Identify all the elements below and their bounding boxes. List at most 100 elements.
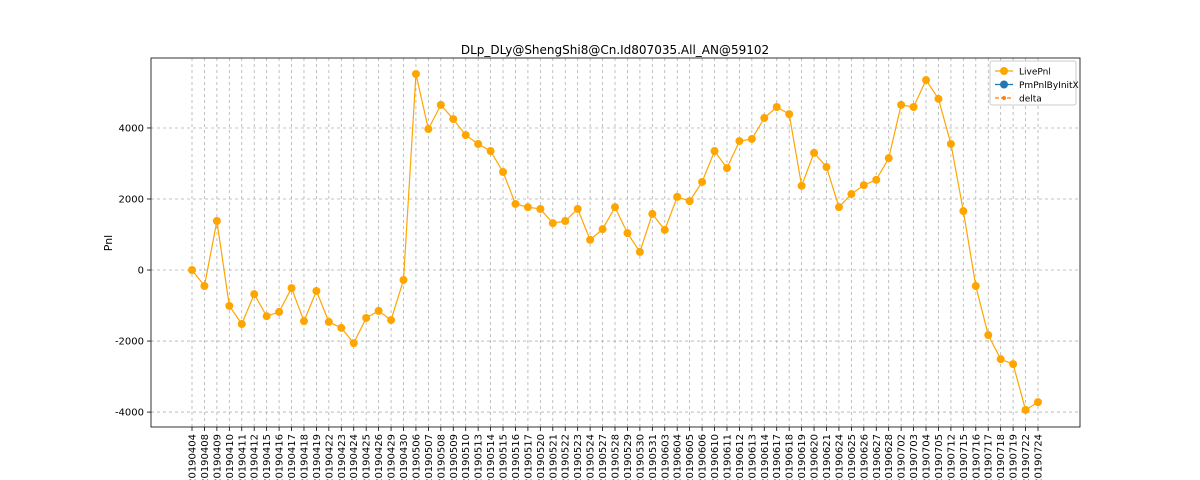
x-tick-label: 20190606 bbox=[698, 434, 709, 480]
x-tick-label: 20190507 bbox=[424, 434, 435, 480]
point bbox=[299, 317, 308, 326]
x-tick-label: 20190417 bbox=[287, 434, 298, 480]
x-tick-label: 20190419 bbox=[312, 434, 323, 480]
x-tick-label: 20190411 bbox=[237, 434, 248, 480]
point bbox=[710, 147, 719, 156]
point bbox=[971, 282, 980, 291]
point bbox=[673, 192, 682, 201]
x-tick-label: 20190418 bbox=[299, 434, 310, 480]
x-tick-label: 20190702 bbox=[897, 434, 908, 480]
point bbox=[523, 203, 532, 212]
x-tick-label: 20190508 bbox=[436, 434, 447, 480]
point bbox=[810, 148, 819, 157]
point bbox=[934, 94, 943, 103]
x-tick-label: 20190424 bbox=[349, 434, 360, 480]
point bbox=[785, 110, 794, 119]
series bbox=[188, 69, 1042, 414]
legend-label: LivePnl bbox=[1019, 68, 1051, 78]
legend-label: delta bbox=[1019, 95, 1042, 105]
point bbox=[635, 247, 644, 256]
point bbox=[772, 103, 781, 112]
point bbox=[374, 306, 383, 315]
x-tick-label: 20190717 bbox=[984, 434, 995, 480]
point bbox=[822, 163, 831, 172]
point bbox=[287, 284, 296, 293]
x-tick-label: 20190416 bbox=[275, 434, 286, 480]
x-tick-label: 20190619 bbox=[797, 434, 808, 480]
legend-marker bbox=[1000, 80, 1008, 89]
x-tick-label: 20190515 bbox=[499, 434, 510, 480]
point bbox=[797, 181, 806, 190]
point bbox=[324, 317, 333, 326]
y-tick-label: 0 bbox=[138, 266, 144, 277]
point bbox=[660, 225, 669, 234]
point bbox=[1021, 405, 1030, 414]
point bbox=[486, 147, 495, 156]
point bbox=[511, 199, 520, 208]
x-tick-label: 20190605 bbox=[685, 434, 696, 480]
x-tick-label: 20190422 bbox=[324, 434, 335, 480]
x-tick-label: 20190626 bbox=[859, 434, 870, 480]
x-tick-label: 20190715 bbox=[959, 434, 970, 480]
x-tick-label: 20190719 bbox=[1009, 434, 1020, 480]
point bbox=[387, 316, 396, 325]
x-tick-label: 20190430 bbox=[399, 434, 410, 480]
x-tick-label: 20190506 bbox=[411, 434, 422, 480]
point bbox=[922, 76, 931, 85]
chart-title: DLp_DLy@ShengShi8@Cn.Id807035.All_AN@591… bbox=[461, 43, 769, 57]
point bbox=[586, 235, 595, 244]
point bbox=[984, 331, 993, 340]
point bbox=[461, 131, 470, 140]
point bbox=[859, 181, 868, 190]
point bbox=[225, 301, 234, 310]
x-tick-label: 20190524 bbox=[586, 434, 597, 480]
point bbox=[262, 312, 271, 321]
plot-frame bbox=[150, 57, 1081, 428]
x-tick-label: 20190712 bbox=[946, 434, 957, 480]
x-tick-label: 20190628 bbox=[884, 434, 895, 480]
point bbox=[424, 125, 433, 134]
x-tick-label: 20190724 bbox=[1034, 434, 1045, 480]
x-tick-label: 20190716 bbox=[971, 434, 982, 480]
y-tick-label: -4000 bbox=[115, 408, 144, 419]
x-tick-label: 20190613 bbox=[747, 434, 758, 480]
x-tick-label: 20190603 bbox=[660, 434, 671, 480]
point bbox=[1034, 398, 1042, 407]
x-tick-label: 20190625 bbox=[847, 434, 858, 480]
y-tick-label: 4000 bbox=[119, 123, 144, 134]
point bbox=[847, 190, 856, 199]
x-tick-label: 20190703 bbox=[909, 434, 920, 480]
point bbox=[188, 266, 196, 275]
point bbox=[449, 115, 458, 124]
x-tick-label: 20190514 bbox=[486, 434, 497, 480]
x-tick-label: 20190530 bbox=[635, 434, 646, 480]
x-tick-label: 20190618 bbox=[785, 434, 796, 480]
point bbox=[212, 217, 221, 226]
legend-label: PmPnlByInitX bbox=[1019, 81, 1079, 91]
x-tick-label: 20190404 bbox=[188, 434, 199, 480]
x-tick-label: 20190510 bbox=[461, 434, 472, 480]
x-tick-label: 20190611 bbox=[722, 434, 733, 480]
point bbox=[834, 203, 843, 212]
point bbox=[747, 134, 756, 143]
point bbox=[474, 139, 483, 148]
point bbox=[411, 69, 420, 78]
x-tick-label: 20190426 bbox=[374, 434, 385, 480]
x-tick-label: 20190408 bbox=[200, 434, 211, 480]
y-tick-label: -2000 bbox=[115, 337, 144, 348]
x-tick-label: 20190620 bbox=[810, 434, 821, 480]
point bbox=[436, 100, 445, 109]
point bbox=[598, 225, 607, 234]
x-tick-label: 20190528 bbox=[611, 434, 622, 480]
point bbox=[399, 275, 408, 284]
point bbox=[946, 139, 955, 148]
x-tick-label: 20190621 bbox=[822, 434, 833, 480]
point bbox=[698, 177, 707, 186]
point bbox=[722, 164, 731, 173]
x-tick-label: 20190520 bbox=[536, 434, 547, 480]
x-tick-label: 20190410 bbox=[225, 434, 236, 480]
x-tick-label: 20190415 bbox=[262, 434, 273, 480]
point bbox=[611, 203, 619, 212]
x-tick-label: 20190531 bbox=[648, 434, 659, 480]
